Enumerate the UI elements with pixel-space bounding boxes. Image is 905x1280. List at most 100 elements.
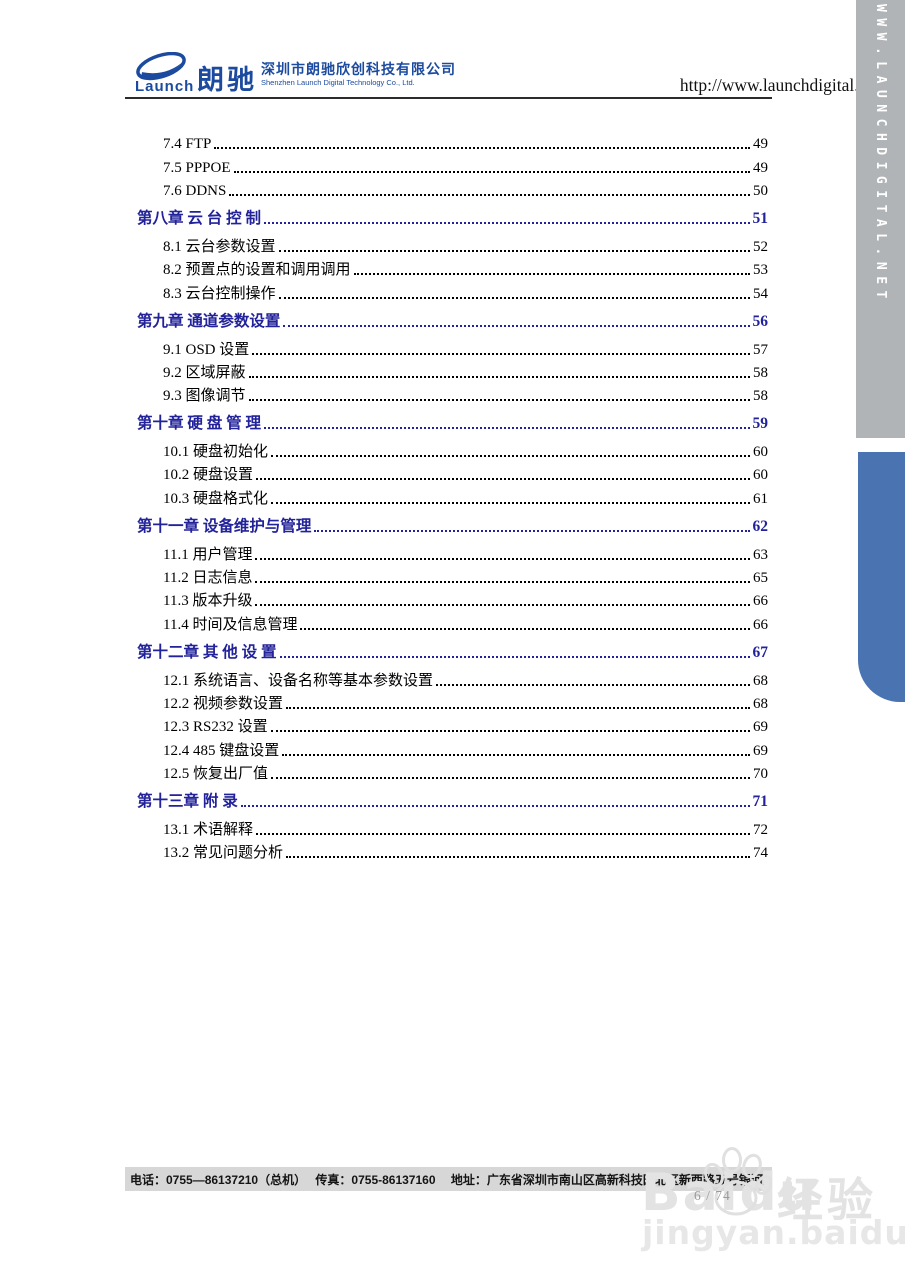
toc-leader-dots (286, 856, 750, 859)
toc-entry: 第八章 云 台 控 制 51 (137, 206, 768, 229)
toc-leader-dots (283, 324, 750, 327)
toc-entry-label: 第十二章 其 他 设 置 (137, 643, 277, 661)
toc-entry-label: 7.5 PPPOE (163, 159, 231, 176)
toc-entry: 12.3 RS232 设置 69 (137, 714, 768, 737)
toc-entry-label: 10.3 硬盘格式化 (163, 490, 269, 507)
page-header: Launch 朗驰 深圳市朗驰欣创科技有限公司 Shenzhen Launch … (133, 51, 880, 98)
brand-name-cn: 朗驰 (197, 65, 257, 95)
table-of-contents: 7.4 FTP 49 7.5 PPPOE 49 7.6 DDNS 50 第八章 … (137, 131, 768, 863)
toc-leader-dots (279, 655, 750, 658)
toc-entry-label: 11.4 时间及信息管理 (163, 616, 298, 633)
toc-entry-label: 8.3 云台控制操作 (163, 285, 276, 302)
toc-entry-label: 10.2 硬盘设置 (163, 467, 254, 484)
toc-entry-page: 69 (753, 742, 768, 759)
toc-entry-page: 69 (753, 719, 768, 736)
toc-leader-dots (248, 375, 750, 378)
toc-entry: 第十二章 其 他 设 置 67 (137, 639, 768, 662)
toc-leader-dots (233, 170, 750, 173)
company-name-cn: 深圳市朗驰欣创科技有限公司 (261, 63, 456, 78)
toc-entry-page: 50 (753, 183, 768, 200)
toc-leader-dots (282, 753, 750, 756)
toc-entry-page: 68 (753, 695, 768, 712)
toc-entry: 7.4 FTP 49 (137, 131, 768, 154)
side-banner-blue (858, 452, 905, 702)
toc-entry: 9.3 图像调节 58 (137, 383, 768, 406)
launch-logo-icon (133, 51, 193, 87)
toc-leader-dots (240, 805, 750, 808)
toc-entry: 11.2 日志信息 65 (137, 565, 768, 588)
toc-entry-label: 9.3 图像调节 (163, 388, 246, 405)
toc-entry: 8.2 预置点的设置和调用调用 53 (137, 257, 768, 280)
header-divider (125, 97, 772, 99)
toc-leader-dots (436, 683, 750, 686)
toc-entry-label: 12.1 系统语言、设备名称等基本参数设置 (163, 672, 434, 689)
toc-leader-dots (314, 529, 750, 532)
toc-entry-label: 第十三章 附 录 (137, 793, 238, 811)
toc-entry: 第十一章 设备维护与管理 62 (137, 513, 768, 536)
toc-entry-page: 58 (753, 364, 768, 381)
toc-entry-label: 9.1 OSD 设置 (163, 341, 250, 358)
toc-entry-page: 51 (752, 210, 769, 228)
toc-entry-label: 7.6 DDNS (163, 183, 227, 200)
toc-entry-page: 71 (752, 793, 769, 811)
toc-entry-label: 8.2 预置点的设置和调用调用 (163, 262, 351, 279)
toc-entry-label: 9.2 区域屏蔽 (163, 364, 246, 381)
toc-entry-page: 66 (753, 616, 768, 633)
website-url: http://www.launchdigital.net (679, 75, 880, 95)
toc-entry-label: 第十章 硬 盘 管 理 (137, 415, 262, 433)
toc-entry-page: 68 (753, 672, 768, 689)
toc-leader-dots (264, 222, 750, 225)
toc-entry-label: 11.3 版本升级 (163, 593, 253, 610)
toc-leader-dots (271, 455, 750, 458)
toc-entry-label: 13.1 术语解释 (163, 821, 254, 838)
toc-entry-page: 70 (753, 766, 768, 783)
side-banner-gray: WWW.LAUNCHDIGITAL.NET (856, 0, 905, 438)
toc-leader-dots (255, 581, 750, 584)
toc-entry-page: 63 (753, 546, 768, 563)
toc-entry: 7.6 DDNS 50 (137, 178, 768, 201)
toc-entry-page: 66 (753, 593, 768, 610)
toc-entry-page: 61 (753, 490, 768, 507)
toc-entry-page: 53 (753, 262, 768, 279)
toc-entry-page: 72 (753, 821, 768, 838)
toc-entry: 第十三章 附 录 71 (137, 789, 768, 812)
toc-entry-page: 52 (753, 238, 768, 255)
toc-entry: 11.4 时间及信息管理 66 (137, 611, 768, 634)
toc-leader-dots (286, 706, 750, 709)
toc-leader-dots (278, 249, 750, 252)
toc-entry-page: 49 (753, 159, 768, 176)
toc-entry: 第十章 硬 盘 管 理 59 (137, 411, 768, 434)
toc-entry: 12.1 系统语言、设备名称等基本参数设置 68 (137, 667, 768, 690)
toc-entry: 9.2 区域屏蔽 58 (137, 360, 768, 383)
page-number-indicator: 6 / 74 (694, 1188, 731, 1203)
toc-leader-dots (271, 777, 750, 780)
toc-entry: 10.3 硬盘格式化 61 (137, 485, 768, 508)
toc-entry: 12.2 视频参数设置 68 (137, 691, 768, 714)
toc-entry-page: 60 (753, 467, 768, 484)
toc-leader-dots (300, 627, 750, 630)
toc-leader-dots (353, 273, 750, 276)
watermark-suffix-text: 经验 (777, 1173, 877, 1227)
toc-leader-dots (252, 352, 750, 355)
toc-entry-page: 59 (752, 415, 769, 433)
toc-entry: 第九章 通道参数设置 56 (137, 308, 768, 331)
toc-entry-page: 49 (753, 136, 768, 153)
toc-entry-page: 54 (753, 285, 768, 302)
toc-entry-label: 第十一章 设备维护与管理 (137, 517, 312, 535)
toc-entry-label: 12.4 485 键盘设置 (163, 742, 280, 759)
toc-entry: 11.1 用户管理 63 (137, 541, 768, 564)
company-name-block: 深圳市朗驰欣创科技有限公司 Shenzhen Launch Digital Te… (261, 63, 456, 87)
toc-entry-label: 12.3 RS232 设置 (163, 719, 268, 736)
toc-entry-page: 58 (753, 388, 768, 405)
watermark-site-text: jingyan.baidu.com (642, 1213, 905, 1252)
toc-entry: 9.1 OSD 设置 57 (137, 336, 768, 359)
toc-leader-dots (214, 147, 750, 150)
toc-entry-page: 60 (753, 444, 768, 461)
toc-entry-page: 56 (752, 312, 769, 330)
toc-leader-dots (248, 399, 750, 402)
toc-entry-label: 8.1 云台参数设置 (163, 238, 276, 255)
toc-leader-dots (255, 557, 750, 560)
toc-entry-label: 10.1 硬盘初始化 (163, 444, 269, 461)
side-banner-vertical-text: WWW.LAUNCHDIGITAL.NET (873, 4, 888, 305)
